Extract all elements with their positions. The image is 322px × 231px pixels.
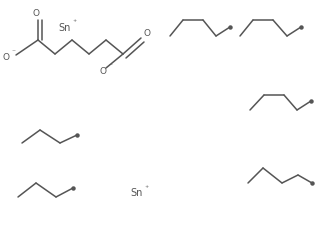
Text: ⁺: ⁺ (72, 18, 76, 27)
Text: ⁺: ⁺ (144, 183, 148, 192)
Text: Sn: Sn (58, 23, 71, 33)
Text: O: O (144, 30, 151, 39)
Text: ⁻: ⁻ (108, 61, 112, 70)
Text: Sn: Sn (130, 188, 142, 198)
Text: O: O (100, 67, 107, 76)
Text: O: O (3, 52, 10, 61)
Text: ⁻: ⁻ (11, 48, 15, 57)
Text: O: O (33, 9, 40, 18)
